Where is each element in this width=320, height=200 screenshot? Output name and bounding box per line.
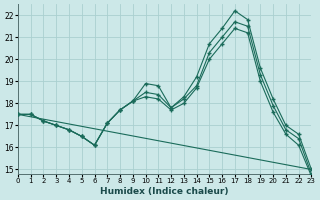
X-axis label: Humidex (Indice chaleur): Humidex (Indice chaleur)	[100, 187, 229, 196]
